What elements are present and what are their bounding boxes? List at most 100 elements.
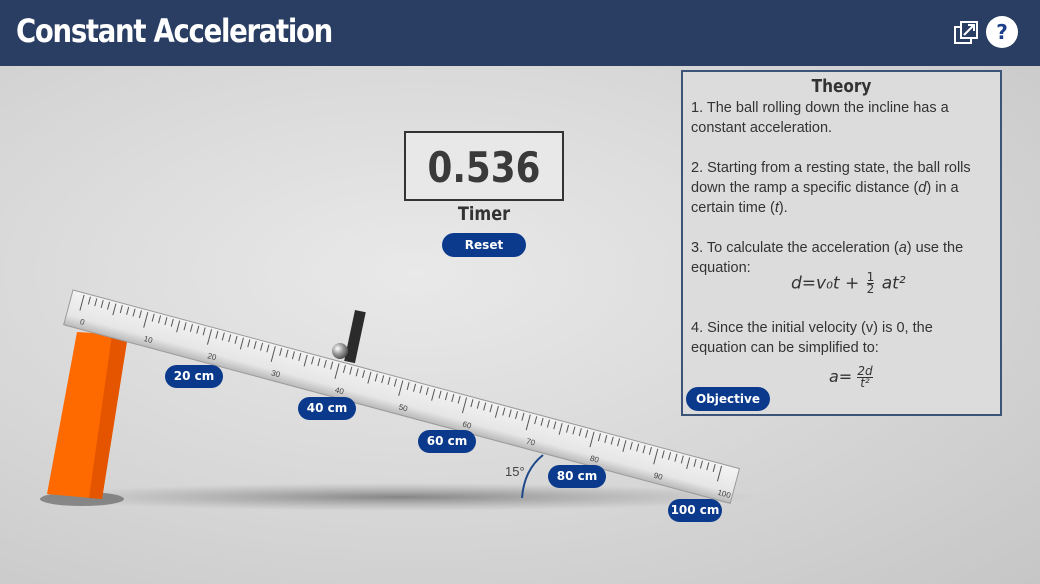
app-header: Constant Acceleration ? — [0, 0, 1040, 66]
ruler-tick — [610, 436, 614, 445]
ruler-tick — [546, 419, 550, 428]
distance-label-20[interactable]: 20 cm — [165, 365, 223, 388]
ruler-tick — [355, 368, 359, 377]
ruler-tick-number: 40 — [334, 385, 345, 396]
ruler-tick — [553, 421, 557, 430]
ruler-tick — [94, 298, 98, 307]
ruler-tick — [406, 382, 410, 391]
timer-label: Timer — [457, 203, 511, 225]
app-title: Constant Acceleration — [16, 12, 333, 50]
ruler-tick — [699, 460, 703, 469]
distance-label-80[interactable]: 80 cm — [548, 465, 606, 488]
ruler-tick — [515, 411, 519, 420]
ruler-tick — [597, 433, 601, 442]
ruler-tick — [196, 325, 200, 334]
ruler-tick — [451, 393, 455, 402]
ball[interactable] — [332, 343, 348, 359]
ruler-tick-number: 70 — [525, 437, 536, 448]
ruler-tick — [311, 356, 315, 365]
ruler-tick-number: 100 — [716, 488, 732, 500]
ruler-tick — [483, 402, 487, 411]
ruler-tick — [461, 397, 468, 414]
ruler-tick — [489, 404, 493, 413]
ruler-tick — [143, 311, 149, 328]
popout-icon — [954, 21, 978, 44]
objective-button[interactable]: Objective — [686, 387, 770, 411]
ruler-tick — [158, 315, 162, 324]
ruler-tick — [502, 407, 506, 416]
ruler-tick — [431, 388, 436, 401]
ruler-tick — [470, 399, 474, 408]
ruler-tick — [413, 383, 417, 392]
ruler-tick — [680, 455, 684, 464]
ruler-tick — [202, 327, 206, 336]
angle-arc — [521, 454, 544, 499]
ruler-tick — [572, 426, 576, 435]
ruler-tick — [521, 412, 525, 421]
ruler-tick-number: 80 — [589, 454, 600, 465]
acceleration-equation: a= 2d t² — [829, 364, 873, 390]
distance-label-100[interactable]: 100 cm — [668, 499, 722, 522]
ruler-body — [63, 289, 741, 504]
ruler-tick-number: 20 — [206, 351, 217, 362]
ruler-tick — [112, 303, 117, 316]
ruler-tick — [303, 354, 308, 367]
reset-button[interactable]: Reset — [442, 233, 526, 257]
ruler-tick — [566, 424, 570, 433]
ruler-tick-number: 10 — [143, 334, 154, 345]
support-shadow — [40, 492, 124, 506]
ruler-tick — [247, 339, 251, 348]
ruler-tick — [398, 380, 404, 397]
ruler-tick — [206, 329, 213, 345]
ruler-tick — [126, 306, 130, 315]
ruler-tick — [189, 323, 193, 332]
ruler-tick — [176, 320, 181, 333]
ruler-tick — [138, 310, 142, 319]
ruler-tick — [164, 317, 168, 326]
kinematic-equation: d=v₀t + 1 2 at² — [791, 270, 906, 296]
ruler-tick — [285, 349, 289, 358]
timer-value: 0.536 — [427, 143, 541, 192]
ruler-tick — [221, 332, 225, 341]
ruler-tick — [668, 452, 672, 461]
theory-title: Theory — [811, 76, 872, 97]
ruler-tick — [317, 358, 321, 367]
ruler-tick — [381, 375, 385, 384]
ruler-tick — [151, 313, 155, 322]
ruler-ticks — [79, 294, 723, 482]
distance-label-40[interactable]: 40 cm — [298, 397, 356, 420]
ruler-tick-number: 90 — [653, 471, 664, 482]
angle-label: 15° — [505, 464, 525, 479]
ruler-tick — [558, 423, 563, 435]
help-button[interactable]: ? — [986, 16, 1018, 48]
ruler-tick-numbers: 0 10 20 30 40 50 60 70 80 90 100 — [79, 317, 732, 500]
ruler-tick — [419, 385, 423, 394]
ruler-tick — [79, 294, 85, 311]
ruler-tick — [674, 453, 678, 462]
ruler-tick — [457, 395, 461, 404]
ruler-tick — [540, 417, 544, 426]
ruler-tick — [642, 445, 646, 454]
ruler-tick — [661, 450, 665, 459]
ruler-tick — [712, 464, 716, 473]
ruler-tick — [215, 330, 219, 339]
ruler-tick — [438, 390, 442, 399]
theory-point-2: 2. Starting from a resting state, the ba… — [691, 160, 971, 216]
theory-point-3: 3. To calculate the acceleration (a) use… — [691, 240, 964, 276]
ramp-shadow — [40, 483, 760, 511]
ruler-tick — [334, 363, 340, 379]
ruler-tick — [132, 308, 136, 317]
popout-button[interactable] — [944, 16, 978, 48]
ruler-tick — [170, 318, 174, 327]
ruler-tick — [393, 378, 397, 387]
distance-label-60[interactable]: 60 cm — [418, 430, 476, 453]
ruler-tick — [349, 366, 353, 375]
ruler-tick — [298, 352, 302, 361]
ruler-tick — [534, 416, 538, 425]
photogate — [344, 310, 366, 364]
ruler-tick — [604, 434, 608, 443]
ruler-tick — [716, 465, 723, 482]
ruler-tick — [362, 370, 366, 379]
ruler-tick — [119, 305, 123, 314]
